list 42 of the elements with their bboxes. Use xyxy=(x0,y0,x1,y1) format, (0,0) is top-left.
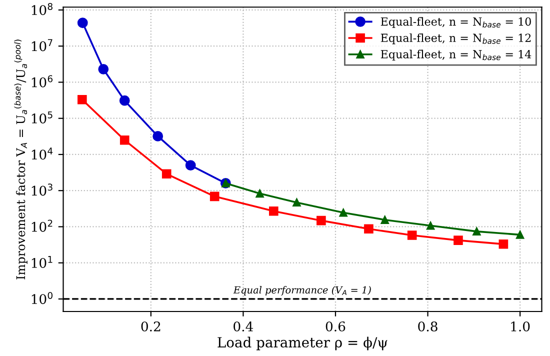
point xyxy=(78,94,87,104)
y-tick-label: 10$^{3}$ xyxy=(32,184,52,196)
point xyxy=(364,224,374,234)
legend-label: Equal-fleet, n = N$_{base}$ = 10 xyxy=(380,17,531,28)
point xyxy=(426,222,435,230)
point xyxy=(269,206,278,216)
point xyxy=(152,131,164,142)
point xyxy=(316,216,326,226)
y-tick-label: 10$^{8}$ xyxy=(32,2,52,16)
y-tick-label: 10$^{1}$ xyxy=(32,256,52,268)
y-tick-label: 10$^{2}$ xyxy=(32,220,52,232)
x-axis-title: Load parameter ρ = ϕ/ψ xyxy=(218,336,388,350)
x-tick-label: 0.4 xyxy=(234,321,254,332)
point xyxy=(98,64,109,74)
legend-label: Equal-fleet, n = N$_{base}$ = 14 xyxy=(380,50,532,61)
point xyxy=(292,198,301,207)
point xyxy=(162,169,172,179)
point xyxy=(454,236,463,245)
point xyxy=(77,18,88,28)
x-tick-label: 0.8 xyxy=(418,321,438,332)
point xyxy=(120,135,130,145)
y-tick-label: 10$^{7}$ xyxy=(32,39,52,52)
point xyxy=(256,189,264,198)
y-tick-label: 10$^{6}$ xyxy=(32,75,53,88)
y-tick-label: 10$^{4}$ xyxy=(32,148,53,160)
x-tick-label: 1.0 xyxy=(511,321,530,332)
point xyxy=(210,192,220,202)
ref-line-label: Equal performance (V$_{A}$ = 1) xyxy=(233,286,371,296)
point xyxy=(119,95,130,106)
point xyxy=(472,227,481,236)
y-tick-label: 10$^{5}$ xyxy=(32,111,52,124)
x-tick-label: 0.2 xyxy=(141,321,160,332)
y-axis-title: Improvement factor V$_{A}$ = U$_{a}$$^{(base)}$/U$_{a}$$^{(pool)}$ xyxy=(14,40,28,280)
point xyxy=(498,239,508,249)
point xyxy=(516,230,524,239)
point xyxy=(407,230,417,240)
x-tick-label: 0.6 xyxy=(326,321,346,332)
point xyxy=(339,208,348,217)
point xyxy=(185,160,196,171)
legend-label: Equal-fleet, n = N$_{base}$ = 12 xyxy=(380,33,531,44)
y-tick-label: 10$^{0}$ xyxy=(32,292,52,304)
point xyxy=(380,216,389,224)
